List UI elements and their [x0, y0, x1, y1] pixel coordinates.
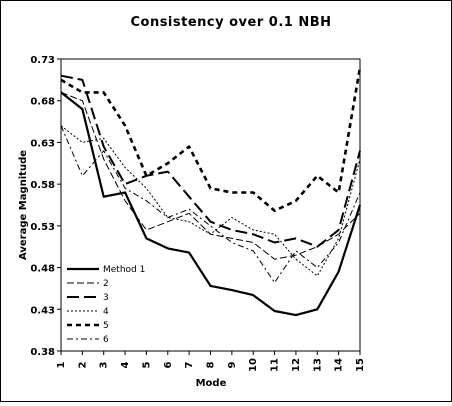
x-tick-label: 3	[99, 361, 110, 368]
x-tick-label: 12	[291, 358, 302, 372]
x-tick-label: 15	[355, 358, 366, 372]
x-tick-label: 10	[248, 358, 259, 372]
x-tick-label: 8	[206, 361, 217, 368]
legend-label-2: 2	[103, 279, 109, 289]
y-tick-label: 0.48	[30, 264, 55, 275]
x-tick-label: 2	[77, 361, 88, 368]
x-tick-label: 13	[312, 358, 323, 372]
x-tick-label: 1	[56, 361, 67, 368]
legend-label-5: 5	[103, 321, 109, 331]
x-axis-label: Mode	[196, 378, 227, 389]
y-tick-label: 0.63	[30, 138, 55, 149]
series-line-5	[60, 67, 362, 213]
x-tick-label: 14	[334, 358, 345, 372]
plot-area	[60, 58, 361, 352]
series-line-6	[60, 125, 361, 284]
legend-label-1: Method 1	[103, 265, 145, 275]
legend-label-3: 3	[103, 293, 109, 303]
x-tick-label: 6	[163, 361, 174, 368]
x-tick-label: 4	[120, 361, 131, 368]
legend-label-4: 4	[103, 307, 109, 317]
y-tick-label: 0.38	[30, 347, 55, 358]
series-line-4	[60, 125, 361, 277]
y-tick-label: 0.53	[30, 222, 55, 233]
x-axis: 1 2 3 4 5 6 7 8 9 10 11 12 13 14 15	[56, 351, 366, 372]
series-line-3	[60, 74, 361, 248]
x-tick-label: 11	[270, 358, 281, 372]
y-tick-label: 0.43	[30, 305, 55, 316]
y-axis: 0.38 0.43 0.48 0.53 0.58 0.63 0.68 0.73	[30, 55, 61, 358]
x-tick-label: 7	[184, 361, 195, 368]
y-axis-label: Average Magnitude	[18, 150, 29, 260]
series-line-1	[60, 91, 362, 317]
legend: Method 1 2 3 4 5 6	[67, 265, 145, 345]
x-tick-label: 5	[141, 361, 152, 368]
chart-title: Consistency over 0.1 NBH	[130, 15, 331, 30]
y-tick-label: 0.68	[30, 97, 55, 108]
y-tick-label: 0.58	[30, 180, 55, 191]
x-tick-label: 9	[227, 361, 238, 368]
legend-label-6: 6	[103, 335, 109, 345]
series-layer	[60, 67, 362, 317]
y-tick-label: 0.73	[30, 55, 55, 66]
